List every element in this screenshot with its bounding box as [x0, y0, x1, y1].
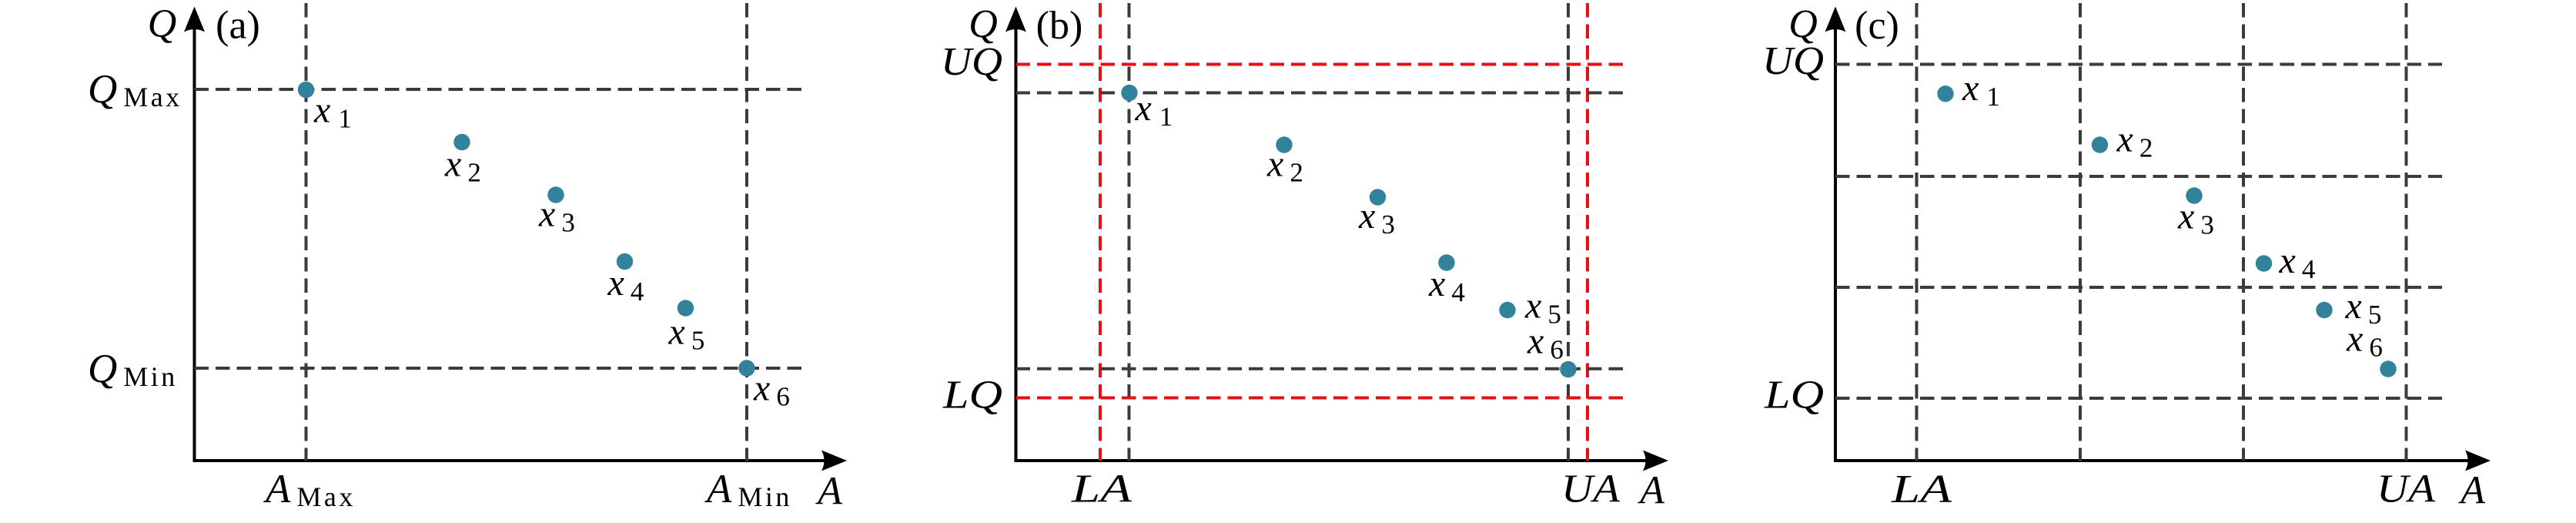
- svg-text:LA: LA: [1891, 468, 1952, 511]
- svg-text:(a): (a): [216, 4, 260, 48]
- svg-text:UQ: UQ: [1762, 39, 1824, 83]
- svg-text:UQ: UQ: [941, 40, 1002, 84]
- svg-text:Q: Q: [148, 2, 177, 46]
- svg-text:Q: Q: [1788, 2, 1818, 46]
- svg-text:(c): (c): [1855, 4, 1899, 48]
- svg-text:Q: Q: [969, 2, 998, 46]
- svg-text:UA: UA: [1561, 468, 1620, 511]
- svg-text:LQ: LQ: [1764, 374, 1824, 417]
- svg-text:LA: LA: [1071, 468, 1132, 511]
- svg-text:(b): (b): [1036, 4, 1083, 48]
- svg-text:A: A: [1638, 469, 1664, 513]
- svg-text:LQ: LQ: [942, 374, 1002, 417]
- svg-text:A: A: [2458, 469, 2485, 513]
- svg-text:UA: UA: [2377, 468, 2435, 511]
- svg-text:A: A: [815, 470, 842, 514]
- svg-text:x4: x4: [2279, 240, 2316, 284]
